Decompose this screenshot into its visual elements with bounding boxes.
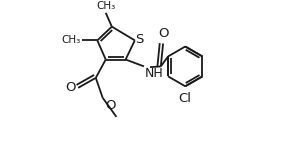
Text: O: O: [65, 81, 75, 94]
Text: O: O: [159, 27, 169, 40]
Text: O: O: [105, 99, 116, 112]
Text: CH₃: CH₃: [61, 35, 80, 45]
Text: Cl: Cl: [178, 92, 191, 105]
Text: CH₃: CH₃: [96, 0, 115, 11]
Text: NH: NH: [145, 67, 164, 80]
Text: S: S: [135, 33, 143, 46]
